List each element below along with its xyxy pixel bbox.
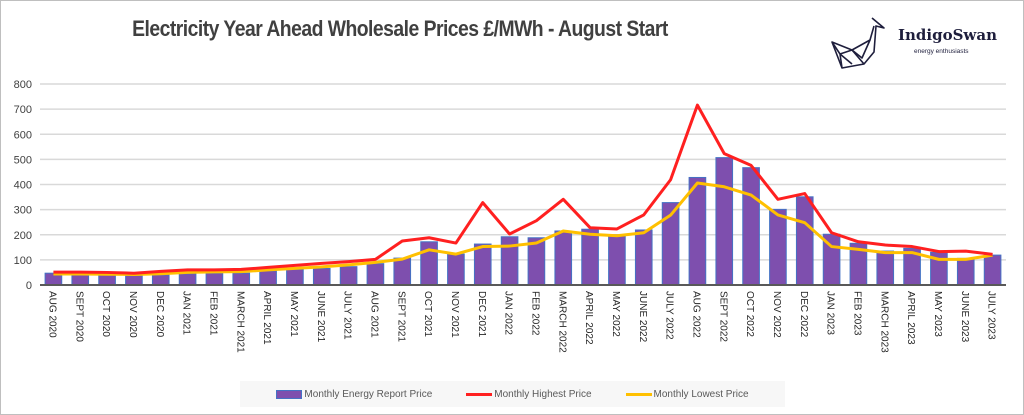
x-tick-label: AUG 2020 <box>46 291 57 338</box>
bar <box>232 272 251 286</box>
x-tick-label: JUNE 2023 <box>959 291 970 343</box>
logo-tagline: energy enthusiasts <box>914 48 969 55</box>
bar <box>178 273 197 286</box>
x-tick-label: OCT 2021 <box>422 291 433 337</box>
x-tick-label: APRIL 2023 <box>905 291 916 345</box>
origami-swan-icon <box>831 17 885 69</box>
bar <box>581 228 599 286</box>
bar <box>769 208 787 286</box>
y-tick-label: 100 <box>14 255 32 267</box>
bar <box>151 274 170 286</box>
x-tick-label: JAN 2023 <box>825 291 836 335</box>
y-tick-label: 500 <box>14 154 32 166</box>
highest-price-line <box>53 103 993 275</box>
legend-label: Monthly Energy Report Price <box>304 388 433 400</box>
x-tick-label: AUG 2022 <box>690 291 701 338</box>
x-tick-label: DEC 2021 <box>476 291 487 338</box>
x-tick-label: OCT 2020 <box>100 291 111 337</box>
bar <box>983 254 1002 286</box>
bar <box>259 270 277 286</box>
bar <box>554 230 573 286</box>
x-tick-label: DEC 2020 <box>154 291 165 338</box>
y-tick-label: 600 <box>14 129 32 141</box>
x-tick-label: JULY 2022 <box>664 291 675 340</box>
bar <box>312 267 331 286</box>
bar <box>366 263 385 286</box>
legend-label: Monthly Highest Price <box>494 388 592 400</box>
y-tick-label: 300 <box>14 205 32 217</box>
bar <box>447 253 465 286</box>
bar <box>688 176 707 286</box>
x-tick-label: SEPT 2020 <box>73 291 84 342</box>
x-tick-label: DEC 2022 <box>798 291 809 338</box>
bar <box>420 241 438 286</box>
x-tick-label: MAY 2023 <box>932 291 943 337</box>
bar <box>956 257 975 286</box>
bar <box>634 229 653 286</box>
legend-label: Monthly Lowest Price <box>653 388 749 400</box>
legend-swatch-yellow-line <box>625 392 652 396</box>
legend-swatch-red-line <box>466 392 493 396</box>
x-tick-label: NOV 2021 <box>449 291 460 338</box>
bar <box>393 257 412 286</box>
y-axis-ticks: 0 100 200 300 400 500 600 700 800 <box>14 79 32 292</box>
bar <box>205 272 224 286</box>
x-tick-label: APRIL 2022 <box>583 291 594 345</box>
legend-item-highest-price: Monthly Highest Price <box>466 388 592 400</box>
bar <box>715 157 734 286</box>
x-tick-label: SEPT 2021 <box>395 291 406 342</box>
y-tick-label: 400 <box>14 180 32 192</box>
chart-title: Electricity Year Ahead Wholesale Prices … <box>132 16 668 41</box>
x-tick-label: JAN 2021 <box>181 291 192 335</box>
indigoswan-logo: IndigoSwan energy enthusiasts <box>828 14 1018 72</box>
x-tick-label: MARCH 2023 <box>878 291 889 353</box>
x-tick-label: JUNE 2022 <box>637 291 648 343</box>
bar <box>286 268 304 286</box>
bar <box>742 167 760 286</box>
y-tick-label: 200 <box>14 230 32 242</box>
line-series <box>53 103 993 276</box>
x-tick-label: JULY 2021 <box>342 291 353 340</box>
x-tick-label: FEB 2023 <box>851 291 862 336</box>
x-tick-label: JAN 2022 <box>503 291 514 335</box>
bar <box>876 250 895 286</box>
x-tick-label: FEB 2021 <box>207 291 218 336</box>
x-tick-label: OCT 2022 <box>744 291 755 337</box>
lowest-price-line <box>53 181 993 276</box>
y-tick-label: 700 <box>14 104 32 116</box>
gridlines <box>40 83 1006 261</box>
x-axis-labels: AUG 2020 SEPT 2020 OCT 2020 NOV 2020 DEC 202… <box>46 291 996 353</box>
x-tick-label: MAY 2021 <box>288 291 299 337</box>
x-tick-label: JUNE 2021 <box>315 291 326 343</box>
legend-item-report-price: Monthly Energy Report Price <box>276 389 432 400</box>
x-tick-label: NOV 2022 <box>771 291 782 338</box>
x-tick-label: MARCH 2021 <box>234 291 245 353</box>
bar <box>608 234 626 286</box>
bar-series <box>44 157 1002 286</box>
chart-legend: Monthly Energy Report Price Monthly High… <box>240 381 785 407</box>
x-tick-label: MAY 2022 <box>610 291 621 337</box>
y-tick-label: 0 <box>26 280 32 292</box>
x-tick-label: APRIL 2021 <box>261 291 272 345</box>
x-tick-label: NOV 2020 <box>127 291 138 338</box>
x-tick-label: AUG 2021 <box>368 291 379 338</box>
y-tick-label: 800 <box>14 79 32 91</box>
x-tick-label: FEB 2022 <box>529 291 540 336</box>
x-tick-label: JULY 2023 <box>986 291 997 340</box>
bar <box>473 243 492 286</box>
bar <box>71 274 90 286</box>
chart-plot-area: 0 100 200 300 400 500 600 700 800 AUG 2020 SEPT 2… <box>14 79 1006 353</box>
bar <box>339 266 358 286</box>
legend-item-lowest-price: Monthly Lowest Price <box>625 388 749 400</box>
x-tick-label: MARCH 2022 <box>556 291 567 353</box>
legend-swatch-bar <box>276 389 303 399</box>
logo-name: IndigoSwan <box>898 26 997 44</box>
bar <box>795 196 814 286</box>
x-tick-label: SEPT 2022 <box>717 291 728 342</box>
bar <box>125 274 143 286</box>
bar <box>98 274 116 286</box>
